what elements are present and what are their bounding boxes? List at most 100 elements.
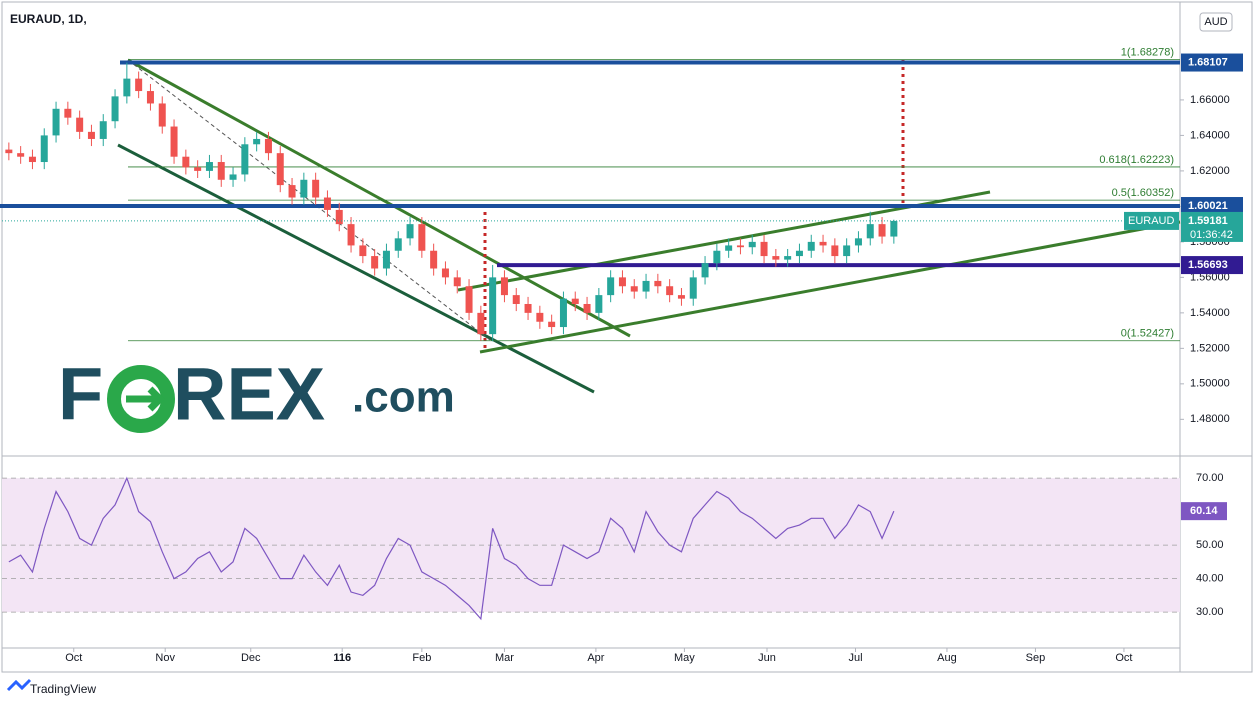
candle-body: [854, 238, 862, 246]
candle-body: [571, 298, 579, 304]
candle-body: [713, 250, 721, 264]
currency-label: AUD: [1204, 16, 1227, 28]
candle-body: [548, 321, 556, 328]
candle: [477, 305, 485, 341]
candle: [795, 243, 803, 264]
candle-body: [146, 91, 154, 104]
level-tag: [1181, 197, 1243, 216]
candle-body: [87, 131, 95, 139]
footer: TradingView: [30, 682, 96, 696]
candle: [630, 279, 638, 299]
price-tag-label: 1.59181: [1188, 215, 1228, 227]
trendline: [457, 190, 991, 292]
candle-body: [784, 256, 792, 260]
candle-body: [430, 250, 438, 269]
countdown: 01:36:42: [1190, 229, 1233, 241]
x-tick-label: 116: [333, 652, 351, 664]
candle: [229, 167, 237, 187]
candle: [300, 172, 308, 205]
candle-body: [866, 224, 874, 239]
candle: [441, 261, 449, 285]
currency-button[interactable]: [1199, 12, 1233, 32]
candle: [748, 234, 756, 255]
candle-body: [182, 156, 190, 168]
candle: [866, 211, 874, 246]
candle-body: [595, 295, 603, 313]
candle: [382, 243, 390, 276]
candle: [371, 248, 379, 276]
fib-label: 0.5(1.60352): [1112, 187, 1174, 199]
candle: [87, 124, 95, 147]
x-tick-label: Oct: [1115, 652, 1132, 664]
candle-body: [371, 256, 379, 269]
rsi-tick-label: 70.00: [1196, 472, 1224, 484]
x-tick-label: Nov: [155, 652, 175, 664]
trendline: [479, 220, 1181, 354]
candle-body: [194, 167, 202, 171]
candle: [512, 288, 520, 312]
y-tick-label: 1.66000: [1190, 94, 1230, 106]
candle-body: [524, 303, 532, 313]
candle: [347, 217, 355, 253]
candle: [288, 177, 296, 205]
candle-body: [394, 238, 402, 251]
candle-body: [618, 277, 626, 287]
x-tick-label: Jul: [848, 652, 862, 664]
candle-body: [772, 256, 780, 260]
logo-text: .com: [352, 373, 455, 422]
candle: [831, 238, 839, 264]
candle-body: [205, 162, 213, 171]
candle: [430, 243, 438, 276]
y-tick-label: 1.56000: [1190, 271, 1230, 283]
candle-body: [654, 280, 662, 287]
candle: [701, 256, 709, 285]
candle-body: [28, 156, 36, 163]
rsi-tag: [1181, 502, 1227, 521]
candle-body: [52, 108, 60, 136]
candle-body: [441, 268, 449, 278]
x-tick-label: May: [674, 652, 695, 664]
candle: [205, 154, 213, 178]
rsi-tick-label: 40.00: [1196, 573, 1224, 585]
symbol-tag: [1124, 211, 1179, 230]
candle: [677, 288, 685, 306]
candle-body: [748, 241, 756, 248]
fib-label: 1(1.68278): [1121, 46, 1174, 58]
rsi-tick-label: 50.00: [1196, 539, 1224, 551]
x-tick-label: Aug: [937, 652, 957, 664]
trendline: [127, 59, 491, 341]
trendline: [127, 58, 631, 338]
chart-title: EURAUD, 1D,: [10, 12, 87, 26]
level-tag: [1181, 256, 1243, 275]
candle-body: [229, 174, 237, 180]
candle-body: [264, 138, 272, 154]
candle: [583, 296, 591, 320]
candle: [170, 119, 178, 164]
candle: [548, 314, 556, 335]
candle-body: [241, 144, 249, 175]
candle: [571, 291, 579, 312]
candle: [713, 243, 721, 271]
candle: [524, 296, 532, 320]
rsi-tag-label: 60.14: [1190, 505, 1218, 517]
candle: [618, 270, 626, 294]
candle: [607, 270, 615, 303]
x-tick-label: Jun: [758, 652, 776, 664]
level-tag: [1181, 53, 1243, 72]
candle-body: [135, 78, 143, 92]
candle: [819, 234, 827, 253]
candle: [394, 231, 402, 258]
fib-label: 0.618(1.62223): [1099, 154, 1174, 166]
y-tick-label: 1.54000: [1190, 307, 1230, 319]
y-tick-label: 1.64000: [1190, 129, 1230, 141]
candle: [536, 305, 544, 329]
y-tick-label: 1.48000: [1190, 413, 1230, 425]
candle-body: [276, 153, 284, 186]
logo-o: [107, 365, 175, 433]
logo-text: F: [58, 353, 103, 436]
candle: [489, 264, 497, 342]
candle-body: [17, 153, 25, 157]
candle-body: [335, 209, 343, 225]
candle-body: [760, 241, 768, 257]
